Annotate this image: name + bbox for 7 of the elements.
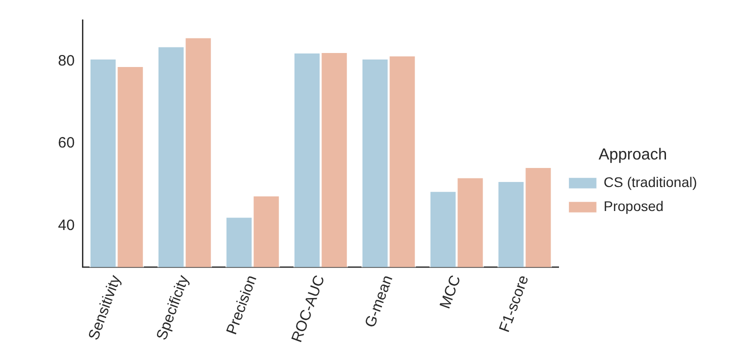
legend-label: CS (traditional) [604,174,698,190]
y-tick-label: 40 [58,217,75,234]
legend-title: Approach [598,146,668,164]
y-tick-label: 80 [58,52,75,70]
legend-label: Proposed [604,198,664,214]
x-tick-label: MCC [436,272,464,311]
y-tick-label: 60 [58,134,75,152]
